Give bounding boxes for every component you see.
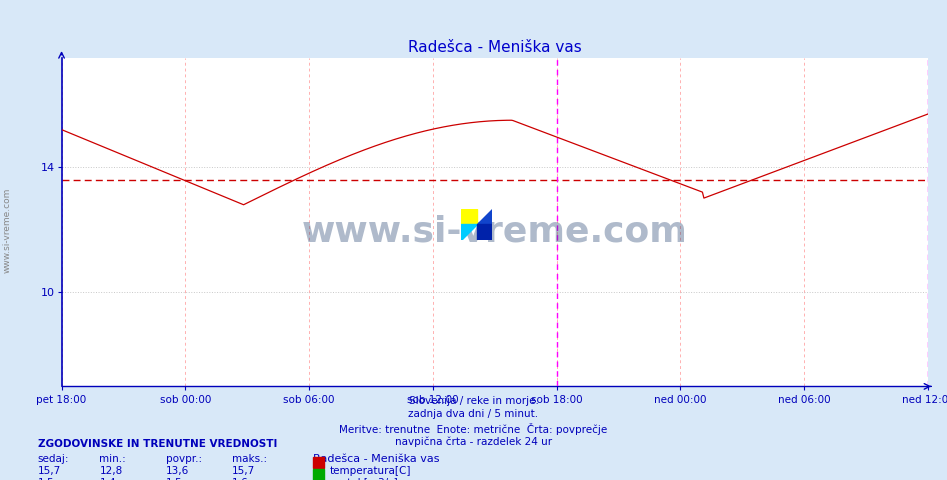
Text: sedaj:: sedaj: [38, 454, 69, 464]
Text: 1,5: 1,5 [38, 478, 55, 480]
Text: povpr.:: povpr.: [166, 454, 202, 464]
Text: 13,6: 13,6 [166, 466, 189, 476]
Text: maks.:: maks.: [232, 454, 267, 464]
Text: Radešca - Meniška vas: Radešca - Meniška vas [313, 454, 439, 464]
Bar [477, 225, 492, 240]
Text: 1,5: 1,5 [166, 478, 183, 480]
Text: www.si-vreme.com: www.si-vreme.com [3, 188, 12, 273]
Text: 1,6: 1,6 [232, 478, 249, 480]
Text: pretok[m3/s]: pretok[m3/s] [330, 478, 398, 480]
Text: zadnja dva dni / 5 minut.: zadnja dva dni / 5 minut. [408, 409, 539, 420]
Text: 15,7: 15,7 [38, 466, 62, 476]
Title: Radešca - Meniška vas: Radešca - Meniška vas [408, 40, 581, 55]
Polygon shape [461, 225, 477, 240]
Text: 1,4: 1,4 [99, 478, 116, 480]
Bar [461, 209, 477, 225]
Polygon shape [477, 209, 492, 225]
Text: temperatura[C]: temperatura[C] [330, 466, 411, 476]
Text: Slovenija / reke in morje.: Slovenija / reke in morje. [408, 396, 539, 406]
Text: 15,7: 15,7 [232, 466, 256, 476]
Text: ZGODOVINSKE IN TRENUTNE VREDNOSTI: ZGODOVINSKE IN TRENUTNE VREDNOSTI [38, 439, 277, 449]
Text: min.:: min.: [99, 454, 126, 464]
Text: www.si-vreme.com: www.si-vreme.com [302, 215, 688, 249]
Text: 12,8: 12,8 [99, 466, 123, 476]
Text: navpična črta - razdelek 24 ur: navpična črta - razdelek 24 ur [395, 436, 552, 447]
Text: Meritve: trenutne  Enote: metrične  Črta: povprečje: Meritve: trenutne Enote: metrične Črta: … [339, 423, 608, 435]
